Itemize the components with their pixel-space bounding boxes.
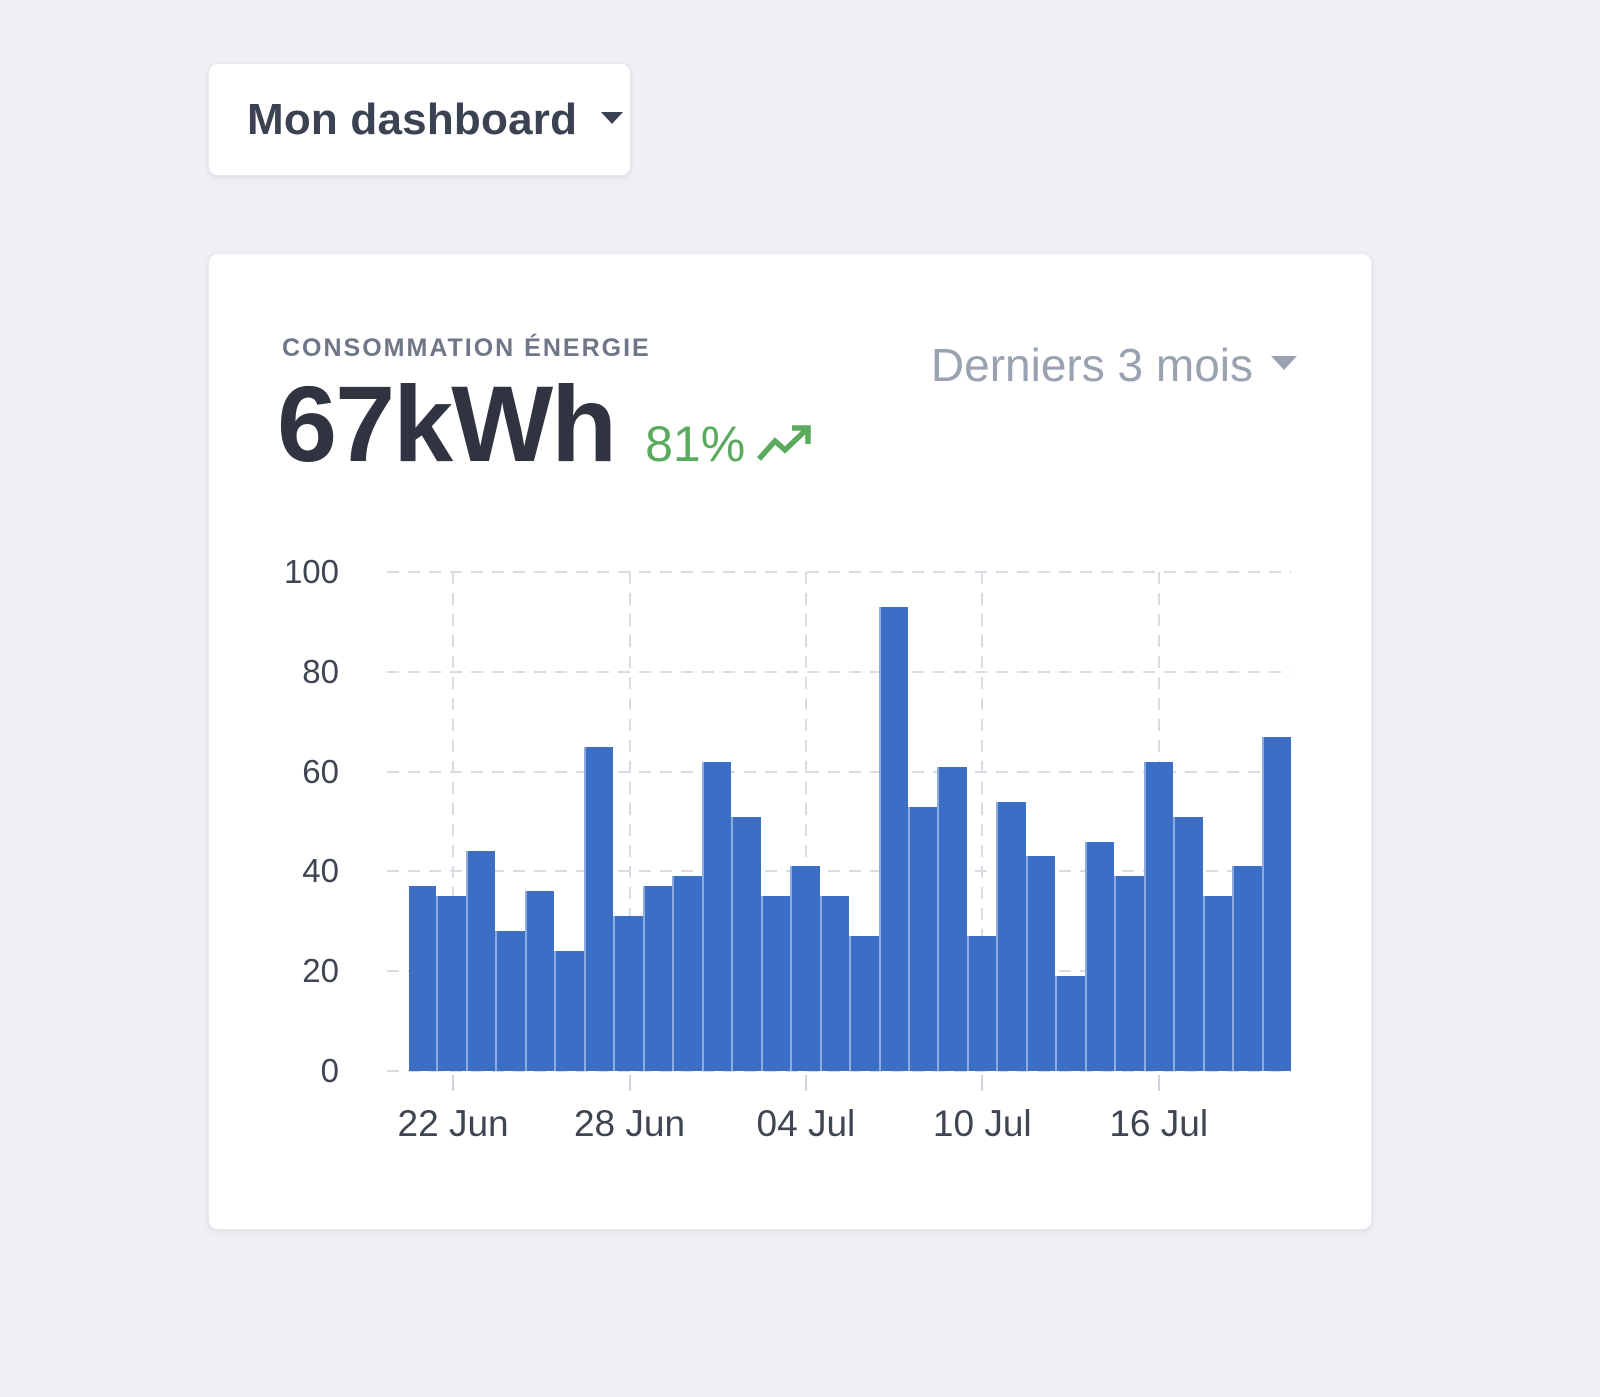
y-axis-label: 80 xyxy=(302,652,339,690)
energy-delta-percent: 81% xyxy=(645,416,746,472)
y-axis-label: 20 xyxy=(302,952,339,990)
gridline-horizontal xyxy=(387,870,1291,873)
period-selector-label: Derniers 3 mois xyxy=(930,339,1253,391)
bar-15-jul[interactable] xyxy=(1114,876,1144,1071)
bar-16-jul[interactable] xyxy=(1143,761,1174,1071)
x-axis-tick xyxy=(628,1075,631,1091)
x-axis-label: 04 Jul xyxy=(756,1103,856,1144)
energy-value: 67kWh xyxy=(277,363,617,484)
card-title: CONSOMMATION ÉNERGIE xyxy=(282,334,651,362)
bar-02-jul[interactable] xyxy=(731,816,761,1071)
bar-17-jul[interactable] xyxy=(1173,816,1203,1071)
gridline-horizontal xyxy=(387,1070,1291,1072)
x-axis-label: 22 Jun xyxy=(397,1103,509,1144)
bar-06-jul[interactable] xyxy=(849,936,879,1071)
bar-28-jun[interactable] xyxy=(613,916,643,1071)
bar-03-jul[interactable] xyxy=(760,896,791,1071)
bar-27-jun[interactable] xyxy=(583,746,614,1071)
bar-09-jul[interactable] xyxy=(937,766,967,1071)
energy-delta: 81% xyxy=(645,419,815,470)
bar-14-jul[interactable] xyxy=(1084,841,1115,1071)
bar-04-jul[interactable] xyxy=(790,866,820,1071)
bar-10-jul[interactable] xyxy=(966,936,997,1071)
bar-21-jun[interactable] xyxy=(409,886,437,1071)
bar-13-jul[interactable] xyxy=(1055,976,1085,1071)
trending-up-icon xyxy=(755,419,815,470)
gridline-vertical xyxy=(452,572,455,1071)
bar-08-jul[interactable] xyxy=(907,806,938,1071)
bar-05-jul[interactable] xyxy=(819,896,850,1071)
gridline-horizontal xyxy=(387,770,1291,773)
bar-01-jul[interactable] xyxy=(701,761,732,1071)
bar-29-jun[interactable] xyxy=(642,886,673,1071)
dashboard-selector-button[interactable]: Mon dashboard xyxy=(208,63,631,176)
bar-25-jun[interactable] xyxy=(524,891,555,1071)
bar-11-jul[interactable] xyxy=(996,801,1026,1071)
y-axis-label: 0 xyxy=(320,1052,339,1089)
y-axis-label: 100 xyxy=(283,553,339,590)
x-axis-tick xyxy=(1157,1075,1160,1091)
bar-19-jul[interactable] xyxy=(1232,866,1262,1071)
bar-07-jul[interactable] xyxy=(878,606,908,1071)
caret-down-icon xyxy=(1269,354,1299,377)
x-axis-label: 16 Jul xyxy=(1109,1103,1209,1144)
energy-card: CONSOMMATION ÉNERGIE 67kWh 81% Derniers … xyxy=(208,253,1372,1230)
bar-22-jun[interactable] xyxy=(436,896,466,1071)
gridline-horizontal xyxy=(387,571,1291,573)
bar-12-jul[interactable] xyxy=(1025,856,1056,1071)
x-axis-tick xyxy=(452,1075,455,1091)
dashboard-selector-label: Mon dashboard xyxy=(247,94,578,144)
bar-20-jul[interactable] xyxy=(1261,736,1292,1071)
bar-23-jun[interactable] xyxy=(465,851,496,1071)
caret-down-icon xyxy=(599,110,625,129)
period-selector[interactable]: Derniers 3 mois xyxy=(931,338,1299,392)
bar-30-jun[interactable] xyxy=(672,876,702,1071)
y-axis-label: 60 xyxy=(302,752,339,790)
x-axis-tick xyxy=(804,1075,807,1091)
x-axis-label: 10 Jul xyxy=(932,1103,1032,1144)
y-axis-label: 40 xyxy=(302,852,339,890)
energy-metric: 67kWh 81% xyxy=(277,370,815,478)
x-axis-tick xyxy=(981,1075,984,1091)
gridline-vertical xyxy=(628,572,631,1071)
x-axis-label: 28 Jun xyxy=(573,1103,686,1144)
gridline-vertical xyxy=(804,572,807,1071)
bars-container xyxy=(409,572,1292,1071)
energy-bar-chart: 0 20 40 60 80 100 22 Jun 28 Jun 04 Jul 10 Jul 16 J… xyxy=(209,254,1371,1229)
bar-26-jun[interactable] xyxy=(554,951,584,1071)
bar-24-jun[interactable] xyxy=(495,931,525,1071)
bar-18-jul[interactable] xyxy=(1202,896,1233,1071)
gridline-horizontal xyxy=(387,670,1291,673)
gridline-vertical xyxy=(981,572,984,1071)
